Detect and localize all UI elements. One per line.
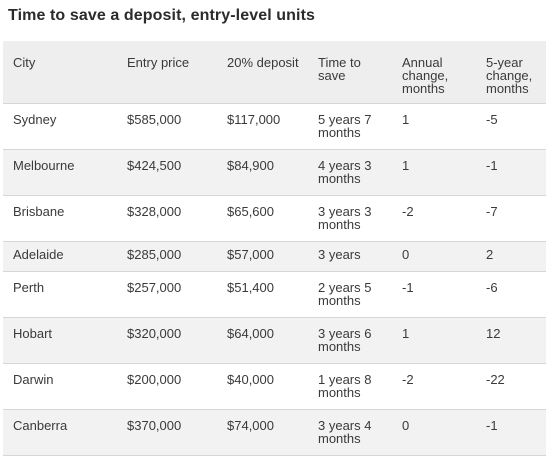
cell-city: Canberra [13, 417, 68, 433]
cell-deposit: $84,900 [227, 157, 274, 173]
cell-five-year-change: -1 [486, 157, 498, 173]
cell-entry-price: $328,000 [127, 203, 182, 219]
cell-deposit: $117,000 [227, 111, 281, 127]
cell-city: Perth [13, 279, 45, 295]
cell-annual-change: 0 [402, 246, 410, 262]
cell-five-year-change: -5 [486, 111, 498, 127]
cell-annual-change: 1 [402, 111, 410, 127]
column-header-city: City [13, 55, 36, 70]
cell-deposit: $65,600 [227, 203, 274, 219]
column-header-five-year-change: 5-year change, months [486, 55, 533, 96]
cell-time-to-save: 1 years 8 months [318, 371, 372, 400]
column-header-entry-price: Entry price [127, 55, 190, 70]
cell-five-year-change: -6 [486, 279, 498, 295]
cell-entry-price: $257,000 [127, 279, 182, 295]
table-row: Perth $257,000 $51,400 2 years 5 months -… [3, 271, 546, 317]
cell-city: Hobart [13, 325, 53, 341]
cell-entry-price: $285,000 [127, 246, 182, 262]
cell-time-to-save: 3 years 6 months [318, 325, 372, 354]
cell-time-to-save: 3 years 3 months [318, 203, 372, 232]
column-header-deposit: 20% deposit [227, 55, 299, 70]
cell-deposit: $57,000 [227, 246, 274, 262]
cell-deposit: $51,400 [227, 279, 274, 295]
table-row: Melbourne $424,500 $84,900 4 years 3 mont… [3, 149, 546, 195]
table-row: Sydney $585,000 $117,000 5 years 7 months… [3, 103, 546, 149]
cell-city: Darwin [13, 371, 54, 387]
table-row: Brisbane $328,000 $65,600 3 years 3 month… [3, 195, 546, 241]
table-row: Canberra $370,000 $74,000 3 years 4 month… [3, 409, 546, 455]
cell-deposit: $74,000 [227, 417, 274, 433]
cell-city: Brisbane [13, 203, 65, 219]
cell-entry-price: $320,000 [127, 325, 182, 341]
table-row: Hobart $320,000 $64,000 3 years 6 months … [3, 317, 546, 363]
table-row: Darwin $200,000 $40,000 1 years 8 months … [3, 363, 546, 409]
cell-deposit: $64,000 [227, 325, 274, 341]
cell-annual-change: -2 [402, 371, 414, 387]
cell-annual-change: -2 [402, 203, 414, 219]
cell-time-to-save: 2 years 5 months [318, 279, 372, 308]
column-header-time-to-save: Time to save [318, 55, 361, 83]
column-header-annual-change: Annual change, months [402, 55, 449, 96]
cell-five-year-change: -7 [486, 203, 498, 219]
cell-time-to-save: 3 years [318, 246, 361, 262]
cell-time-to-save: 4 years 3 months [318, 157, 372, 186]
cell-five-year-change: 12 [486, 325, 501, 341]
cell-annual-change: 0 [402, 417, 410, 433]
cell-entry-price: $370,000 [127, 417, 182, 433]
cell-five-year-change: -1 [486, 417, 498, 433]
cell-five-year-change: 2 [486, 246, 494, 262]
cell-five-year-change: -22 [486, 371, 505, 387]
cell-entry-price: $585,000 [127, 111, 182, 127]
cell-city: Adelaide [13, 246, 64, 262]
cell-city: Melbourne [13, 157, 75, 173]
cell-entry-price: $200,000 [127, 371, 182, 387]
table-row: Adelaide $285,000 $57,000 3 years 0 2 [3, 241, 546, 271]
deposit-table: City Entry price 20% deposit Time to save… [3, 41, 546, 456]
cell-deposit: $40,000 [227, 371, 274, 387]
table-header-row: City Entry price 20% deposit Time to save… [3, 41, 546, 103]
cell-annual-change: 1 [402, 157, 410, 173]
cell-time-to-save: 5 years 7 months [318, 111, 372, 140]
table-title: Time to save a deposit, entry-level unit… [8, 7, 316, 24]
cell-annual-change: -1 [402, 279, 414, 295]
cell-annual-change: 1 [402, 325, 410, 341]
cell-entry-price: $424,500 [127, 157, 182, 173]
cell-time-to-save: 3 years 4 months [318, 417, 372, 446]
cell-city: Sydney [13, 111, 57, 127]
